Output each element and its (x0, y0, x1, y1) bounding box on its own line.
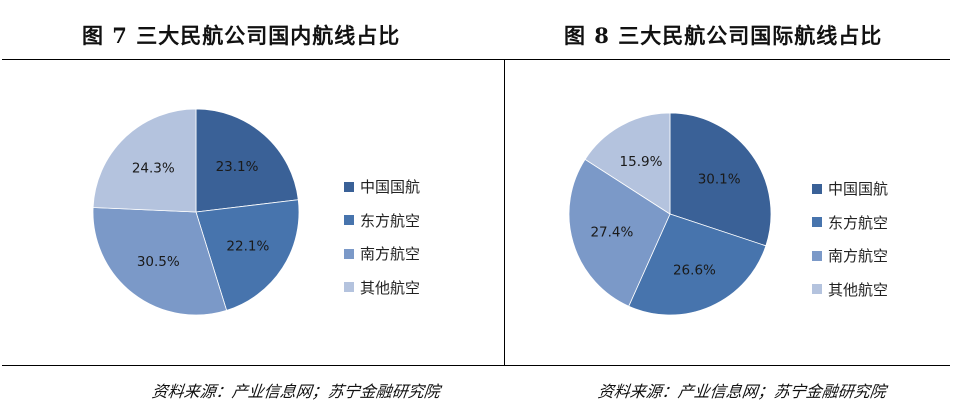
slice-label: 27.4% (590, 224, 633, 240)
pie-slice (568, 158, 671, 307)
legend-swatch (812, 183, 822, 194)
bottom-divider (2, 365, 950, 366)
slice-label: 22.1% (226, 239, 269, 255)
chart-title-domestic: 图 7 三大民航公司国内航线占比 (82, 23, 401, 48)
slice-label: 15.9% (620, 154, 663, 170)
legend-label: 东方航空 (828, 213, 889, 232)
slice-label: 30.1% (698, 172, 741, 188)
pie-slice (195, 199, 300, 311)
pie-slice (92, 108, 197, 213)
pie-slice (92, 207, 228, 316)
slice-label: 24.3% (132, 160, 175, 176)
panel-divider (504, 59, 505, 366)
legend-item: 南方航空 (344, 237, 420, 271)
pie-slice (195, 108, 299, 213)
legend-swatch (344, 248, 354, 259)
legend-item: 东方航空 (344, 204, 420, 238)
legend-item: 东方航空 (812, 206, 888, 240)
source-note-international: 资料来源：产业信息网；苏宁金融研究院 (596, 382, 887, 401)
pie-slice (669, 112, 772, 247)
legend-international: 中国国航 东方航空 南方航空 其他航空 (812, 172, 888, 306)
legend-item: 其他航空 (344, 271, 420, 305)
legend-item: 其他航空 (812, 273, 888, 307)
pie-chart-domestic: 23.1% 22.1% 30.5% 24.3% (92, 108, 300, 316)
legend-item: 南方航空 (812, 239, 888, 273)
pie-slice (628, 213, 767, 316)
legend-label: 其他航空 (828, 280, 889, 299)
legend-label: 中国国航 (828, 180, 889, 199)
slice-label: 23.1% (216, 159, 259, 175)
legend-item: 中国国航 (344, 170, 420, 204)
chart-title-international: 图 8 三大民航公司国际航线占比 (564, 23, 883, 48)
legend-swatch (812, 217, 822, 228)
legend-swatch (812, 250, 822, 261)
legend-swatch (344, 215, 354, 226)
legend-swatch (344, 282, 354, 293)
slice-label: 26.6% (673, 262, 716, 278)
legend-label: 其他航空 (360, 278, 421, 297)
top-divider (2, 59, 950, 60)
slice-label: 30.5% (137, 254, 180, 270)
pie-slice (584, 112, 671, 215)
legend-swatch (344, 181, 354, 192)
source-note-domestic: 资料来源：产业信息网；苏宁金融研究院 (150, 382, 441, 401)
legend-swatch (812, 284, 822, 295)
legend-domestic: 中国国航 东方航空 南方航空 其他航空 (344, 170, 420, 304)
legend-label: 南方航空 (360, 245, 421, 264)
legend-label: 中国国航 (360, 178, 421, 197)
legend-item: 中国国航 (812, 172, 888, 206)
pie-chart-international: 30.1% 26.6% 27.4% 15.9% (568, 112, 772, 316)
legend-label: 南方航空 (828, 247, 889, 266)
legend-label: 东方航空 (360, 211, 421, 230)
